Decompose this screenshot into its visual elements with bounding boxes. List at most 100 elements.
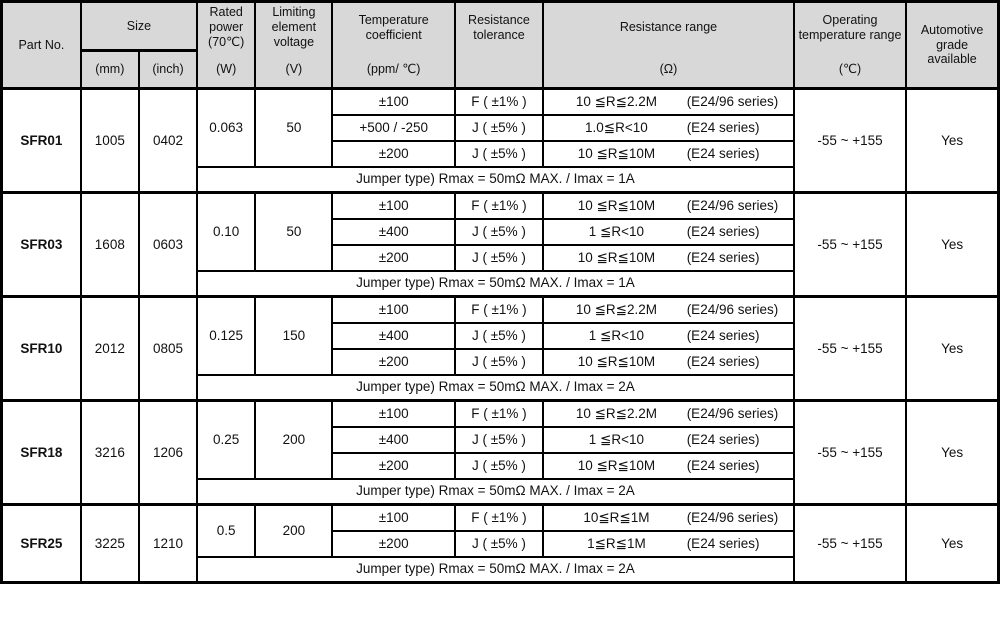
resistance-range-cell: 1 ≦R<10 (E24 series) [542,321,795,350]
header-automotive: Automotive grade available [905,0,1000,90]
limiting-voltage-value: 150 [254,295,334,376]
header-limiting-voltage-unit: (V) [285,62,303,77]
automotive-value: Yes [905,399,1000,506]
operating-temp-value: -55 ~ +155 [792,87,908,194]
header-part-no-label: Part No. [18,37,65,52]
header-operating-temp-label: Operating temperature range [798,12,902,42]
series-label: (E24/96 series) [686,405,779,421]
series-label: (E24 series) [686,535,760,551]
resistance-range-cell: 1≦R≦1M (E24 series) [542,529,795,558]
header-resistance-tolerance-label: Resistance tolerance [468,12,530,42]
tcr-value: ±400 [331,425,456,454]
tcr-value: ±200 [331,243,456,272]
series-label: (E24/96 series) [686,93,779,109]
tcr-value: ±100 [331,503,456,532]
tcr-value: ±100 [331,399,456,428]
size-inch-value: 0402 [137,87,199,194]
automotive-value: Yes [905,87,1000,194]
tcr-value: ±400 [331,217,456,246]
part-number: SFR03 [0,191,82,298]
tcr-value: ±400 [331,321,456,350]
resistance-range-cell: 1 ≦R<10 (E24 series) [542,217,795,246]
size-mm-value: 3216 [79,399,140,506]
header-rated-power-unit: (W) [216,62,237,77]
series-label: (E24/96 series) [686,301,779,317]
resistance-range-cell: 10 ≦R≦10M (E24 series) [542,243,795,272]
tcr-value: +500 / -250 [331,113,456,142]
jumper-note: Jumper type) Rmax = 50mΩ MAX. / Imax = 2… [196,477,795,506]
header-limiting-voltage-label: Limiting element voltage [271,5,317,49]
resistance-range-cell: 10 ≦R≦10M (E24 series) [542,139,795,168]
resistance-range-cell: 10≦R≦1M (E24/96 series) [542,503,795,532]
tolerance-value: J ( ±5% ) [453,425,545,454]
series-label: (E24 series) [686,431,760,447]
header-rated-power: Rated power (70℃) (W) [196,0,257,90]
header-resistance-range-label: Resistance range [619,20,718,35]
resistance-range-value: 10 ≦R≦2.2M [575,93,657,109]
header-resistance-tolerance: Resistance tolerance [453,0,545,90]
resistance-range-value: 10 ≦R≦10M [577,249,656,265]
part-number: SFR01 [0,87,82,194]
tolerance-value: J ( ±5% ) [453,321,545,350]
rated-power-value: 0.10 [196,191,257,272]
tcr-value: ±100 [331,295,456,324]
size-mm-value: 1608 [79,191,140,298]
resistance-range-value: 10≦R≦1M [583,509,650,525]
size-inch-value: 0805 [137,295,199,402]
header-temp-coefficient-label: Temperature coefficient [358,12,429,42]
header-resistance-range-unit: (Ω) [659,62,678,77]
resistor-spec-table: Part No. Size Rated power (70℃) (W) Limi… [0,0,1000,584]
tolerance-value: F ( ±1% ) [453,87,545,116]
tolerance-value: J ( ±5% ) [453,451,545,480]
header-temp-coefficient-unit: (ppm/ ℃) [366,62,421,77]
tolerance-value: J ( ±5% ) [453,217,545,246]
tolerance-value: J ( ±5% ) [453,113,545,142]
tolerance-value: F ( ±1% ) [453,191,545,220]
jumper-note: Jumper type) Rmax = 50mΩ MAX. / Imax = 2… [196,373,795,402]
operating-temp-value: -55 ~ +155 [792,191,908,298]
resistance-range-value: 1 ≦R<10 [588,327,644,343]
header-temp-coefficient: Temperature coefficient (ppm/ ℃) [331,0,456,90]
automotive-value: Yes [905,503,1000,584]
resistance-range-cell: 1 ≦R<10 (E24 series) [542,425,795,454]
header-automotive-label: Automotive grade available [920,22,984,67]
resistance-range-cell: 10 ≦R≦10M (E24 series) [542,347,795,376]
tolerance-value: F ( ±1% ) [453,295,545,324]
limiting-voltage-value: 50 [254,87,334,168]
tcr-value: ±100 [331,191,456,220]
part-number: SFR25 [0,503,82,584]
tcr-value: ±200 [331,529,456,558]
resistance-range-value: 1 ≦R<10 [588,431,644,447]
series-label: (E24/96 series) [686,197,779,213]
header-size-inch: (inch) [137,49,199,91]
automotive-value: Yes [905,295,1000,402]
resistance-range-value: 1 ≦R<10 [588,223,644,239]
series-label: (E24 series) [686,249,760,265]
tolerance-value: F ( ±1% ) [453,503,545,532]
limiting-voltage-value: 200 [254,399,334,480]
resistance-range-cell: 10 ≦R≦10M (E24/96 series) [542,191,795,220]
tcr-value: ±200 [331,451,456,480]
resistance-range-value: 10 ≦R≦2.2M [575,405,657,421]
header-part-no: Part No. [0,0,82,90]
header-operating-temp-unit: (℃) [838,62,862,77]
automotive-value: Yes [905,191,1000,298]
resistance-range-value: 10 ≦R≦10M [577,457,656,473]
series-label: (E24 series) [686,457,760,473]
jumper-note: Jumper type) Rmax = 50mΩ MAX. / Imax = 1… [196,269,795,298]
resistance-range-cell: 10 ≦R≦2.2M (E24/96 series) [542,399,795,428]
resistance-range-value: 1≦R≦1M [587,535,646,551]
tcr-value: ±100 [331,87,456,116]
jumper-note: Jumper type) Rmax = 50mΩ MAX. / Imax = 1… [196,165,795,194]
series-label: (E24 series) [686,327,760,343]
rated-power-value: 0.125 [196,295,257,376]
rated-power-value: 0.25 [196,399,257,480]
tolerance-value: J ( ±5% ) [453,139,545,168]
resistance-range-cell: 1.0≦R<10 (E24 series) [542,113,795,142]
tolerance-value: J ( ±5% ) [453,243,545,272]
header-size: Size [79,0,199,52]
limiting-voltage-value: 50 [254,191,334,272]
rated-power-value: 0.5 [196,503,257,558]
series-label: (E24 series) [686,223,760,239]
resistance-range-value: 10 ≦R≦10M [577,353,656,369]
